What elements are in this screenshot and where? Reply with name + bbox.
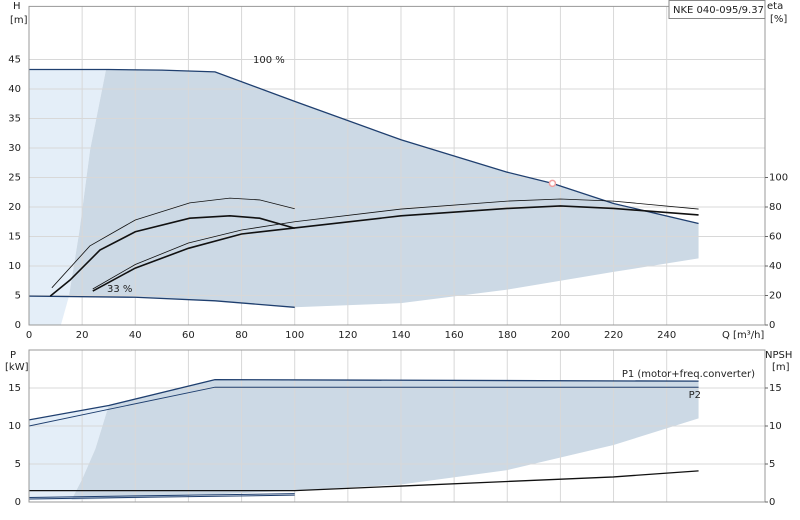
y-axis-label: H [13, 1, 21, 12]
curve [92, 205, 699, 292]
curve [29, 295, 295, 308]
y-tick-label: 35 [8, 114, 21, 125]
y2-tick-label: 10 [769, 421, 782, 432]
plot-area [29, 6, 765, 326]
x-axis-label: Q [m³/h] [722, 330, 764, 341]
y2-axis-unit: [m] [772, 362, 790, 373]
curve [29, 470, 699, 492]
x-tick-label: 220 [604, 330, 623, 341]
y-tick-label: 5 [15, 459, 21, 470]
x-tick-label: 60 [182, 330, 195, 341]
y-tick-label: 5 [15, 291, 21, 302]
x-tick-label: 20 [76, 330, 89, 341]
annotation: 100 % [253, 55, 285, 66]
y-axis-label: P [10, 350, 16, 361]
y-tick-label: 10 [8, 421, 21, 432]
y-axis-unit: [kW] [5, 362, 29, 373]
y2-tick-label: 20 [769, 291, 782, 302]
y2-tick-label: 5 [769, 459, 775, 470]
y-axis-unit: [m] [10, 15, 28, 26]
y-tick-label: 0 [15, 320, 21, 331]
x-tick-label: 120 [338, 330, 357, 341]
x-tick-label: 100 [285, 330, 304, 341]
y-tick-label: 15 [8, 383, 21, 394]
y2-axis-label: eta [767, 1, 783, 12]
annotation: 33 % [107, 284, 132, 295]
y2-axis-unit: [%] [770, 14, 787, 25]
operating-region [29, 69, 107, 325]
operating-region [71, 379, 699, 500]
x-tick-label: 180 [498, 330, 517, 341]
y2-tick-label: 40 [769, 261, 782, 272]
y-tick-label: 45 [8, 55, 21, 66]
y-tick-label: 10 [8, 261, 21, 272]
x-tick-label: 240 [657, 330, 676, 341]
y2-tick-label: 0 [769, 320, 775, 331]
y-tick-label: 20 [8, 202, 21, 213]
y-tick-label: 30 [8, 143, 21, 154]
curve [92, 198, 699, 290]
x-tick-label: 0 [26, 330, 32, 341]
curve [29, 494, 295, 500]
x-tick-label: 200 [551, 330, 570, 341]
y2-tick-label: 60 [769, 232, 782, 243]
model-box [668, 0, 766, 19]
annotation: P1 (motor+freq.converter) [622, 369, 755, 380]
y2-tick-label: 80 [769, 202, 782, 213]
annotation: P2 [689, 390, 701, 401]
y-tick-label: 0 [15, 497, 21, 508]
plot-area [29, 350, 765, 502]
model-label: NKE 040-095/9.37 [673, 5, 764, 16]
x-tick-label: 160 [445, 330, 464, 341]
duty-point [548, 179, 557, 188]
y-tick-label: 15 [8, 232, 21, 243]
x-tick-label: 40 [129, 330, 142, 341]
y2-tick-label: 15 [769, 383, 782, 394]
curve [51, 197, 295, 289]
curve [29, 68, 699, 225]
x-tick-label: 140 [391, 330, 410, 341]
y2-tick-label: 0 [769, 497, 775, 508]
operating-region [68, 69, 699, 308]
curve [49, 215, 295, 297]
plot-frame [28, 5, 766, 326]
y2-tick-label: 100 [769, 173, 788, 184]
curve [29, 378, 699, 421]
y-tick-label: 25 [8, 173, 21, 184]
curve [29, 493, 295, 498]
curve [29, 386, 699, 427]
operating-region [29, 405, 109, 500]
x-tick-label: 80 [235, 330, 248, 341]
y2-axis-label: NPSH [765, 350, 792, 361]
y-tick-label: 40 [8, 84, 21, 95]
